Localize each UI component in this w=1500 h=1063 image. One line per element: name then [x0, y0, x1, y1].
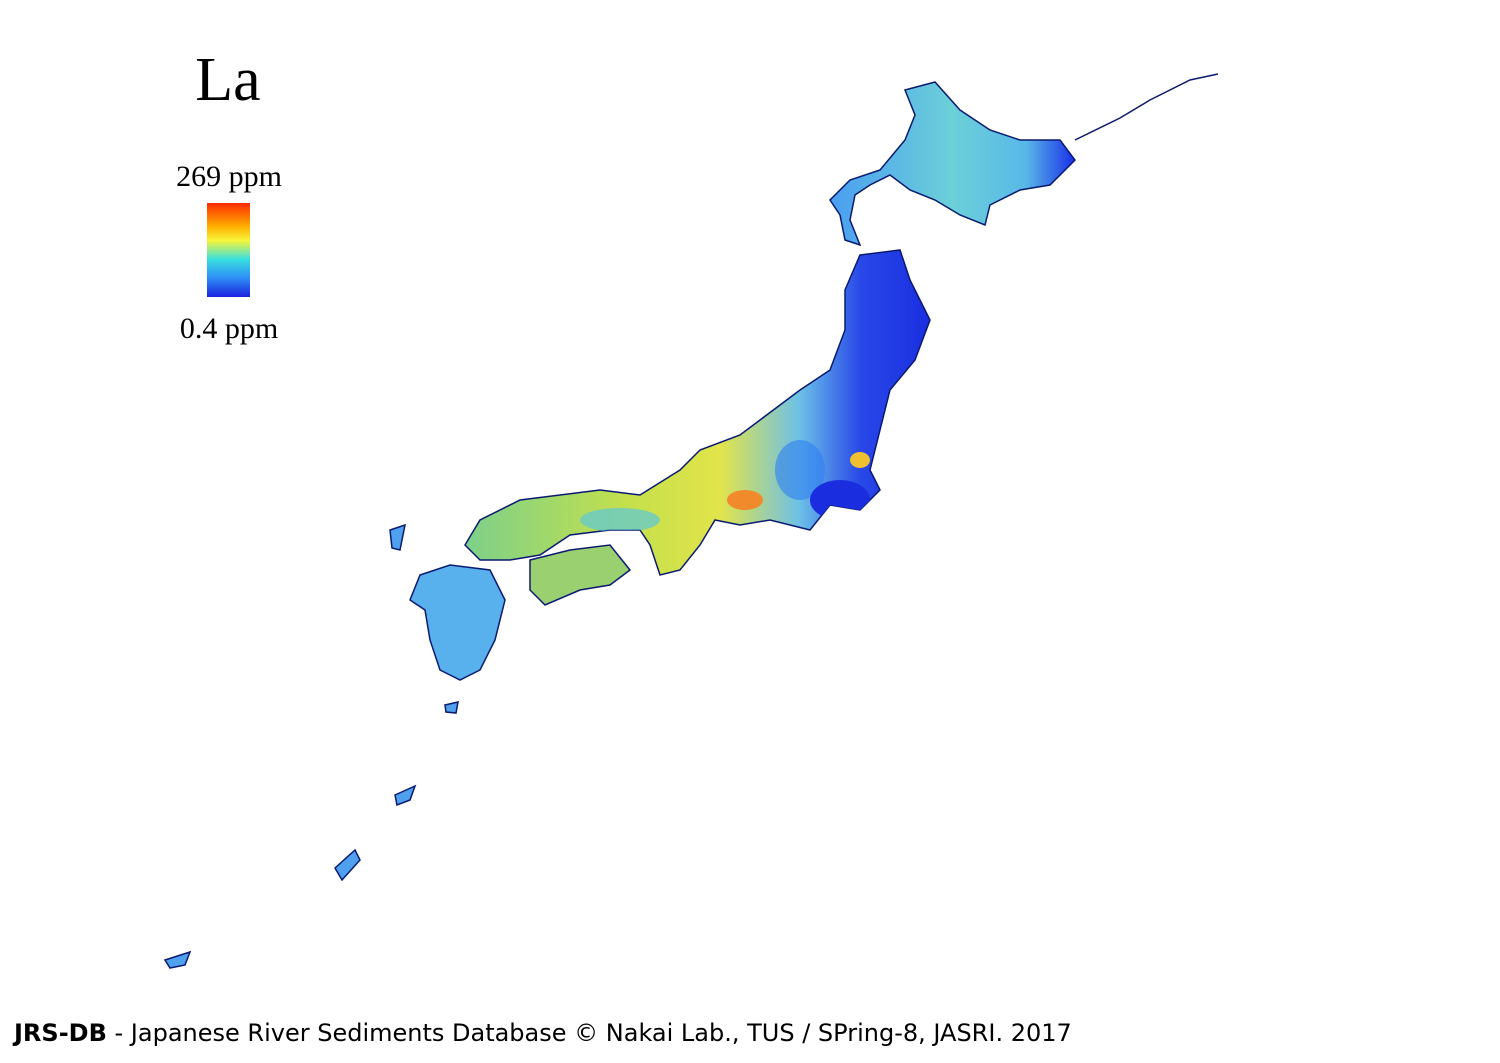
- shikoku: [529, 544, 632, 606]
- kuril-islands: [1074, 73, 1219, 141]
- kyushu: [409, 564, 506, 681]
- legend-max-label: 269 ppm: [176, 160, 282, 193]
- honshu-detail: [580, 440, 870, 532]
- legend-color-bar: [207, 203, 250, 297]
- legend-min-label: 0.4 ppm: [180, 312, 278, 345]
- map-title: La: [195, 46, 260, 114]
- footer: JRS-DB - Japanese River Sediments Databa…: [12, 1019, 1072, 1047]
- footer-brand: JRS-DB: [12, 1019, 107, 1047]
- hokkaido: [829, 81, 1076, 247]
- japan-map: [163, 73, 1219, 969]
- honshu: [464, 249, 931, 576]
- footer-text: - Japanese River Sediments Database © Na…: [107, 1019, 1072, 1047]
- southern-islands: [163, 523, 459, 969]
